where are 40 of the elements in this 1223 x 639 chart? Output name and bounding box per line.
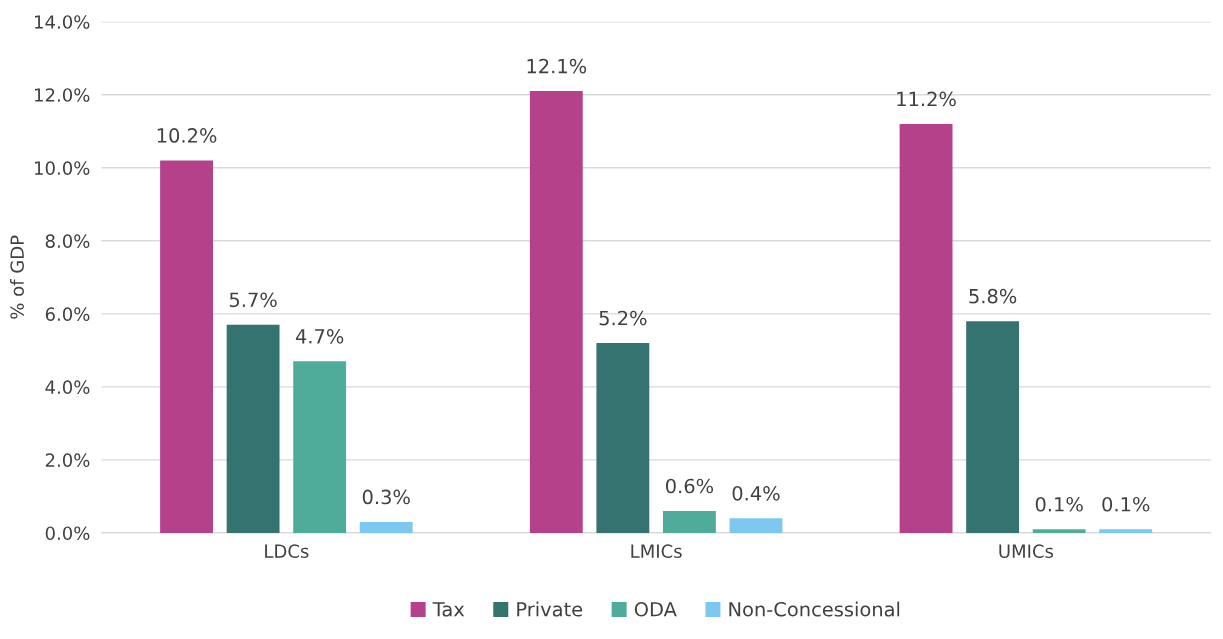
bar <box>899 123 953 533</box>
y-tick-label: 2.0% <box>45 453 90 468</box>
legend-label: Non-Concessional <box>729 601 900 617</box>
legend-label: ODA <box>634 601 677 617</box>
data-label: 0.1% <box>1102 496 1150 512</box>
y-tick-label: 6.0% <box>45 307 90 321</box>
bar <box>1032 529 1086 533</box>
bar <box>359 521 413 533</box>
y-tick-label: 14.0% <box>35 15 90 29</box>
legend-label: Tax <box>432 602 465 617</box>
y-tick-label: 0.0% <box>45 526 90 541</box>
bar <box>293 361 347 533</box>
bar <box>1099 529 1153 533</box>
data-label: 0.4% <box>732 485 780 501</box>
x-tick-label: LDCs <box>265 544 309 559</box>
y-axis-title: % of GDP <box>10 235 24 319</box>
data-label: 5.8% <box>969 288 1017 304</box>
x-tick-label: UMICs <box>999 544 1054 559</box>
bar <box>966 321 1020 533</box>
data-label: 0.3% <box>362 489 410 505</box>
bar <box>596 343 650 533</box>
y-tick-label: 10.0% <box>35 161 90 175</box>
y-tick-label: 12.0% <box>35 88 90 102</box>
data-label: 10.2% <box>157 128 217 143</box>
x-tick-label: LMICs <box>631 544 682 559</box>
data-label: 5.7% <box>229 292 277 308</box>
data-label: 4.7% <box>295 328 344 344</box>
data-label: 0.1% <box>1035 496 1083 512</box>
bar <box>529 91 583 533</box>
data-label: 12.1% <box>527 58 587 74</box>
bar <box>226 324 280 533</box>
bar <box>160 160 213 533</box>
legend-label: Private <box>517 601 583 617</box>
data-label: 11.2% <box>897 91 956 107</box>
bar <box>729 518 783 533</box>
data-label: 5.2% <box>599 310 647 326</box>
y-tick-label: 8.0% <box>45 234 90 248</box>
data-label: 0.6% <box>666 478 714 494</box>
y-tick-label: 4.0% <box>45 380 90 394</box>
bar <box>662 511 716 533</box>
